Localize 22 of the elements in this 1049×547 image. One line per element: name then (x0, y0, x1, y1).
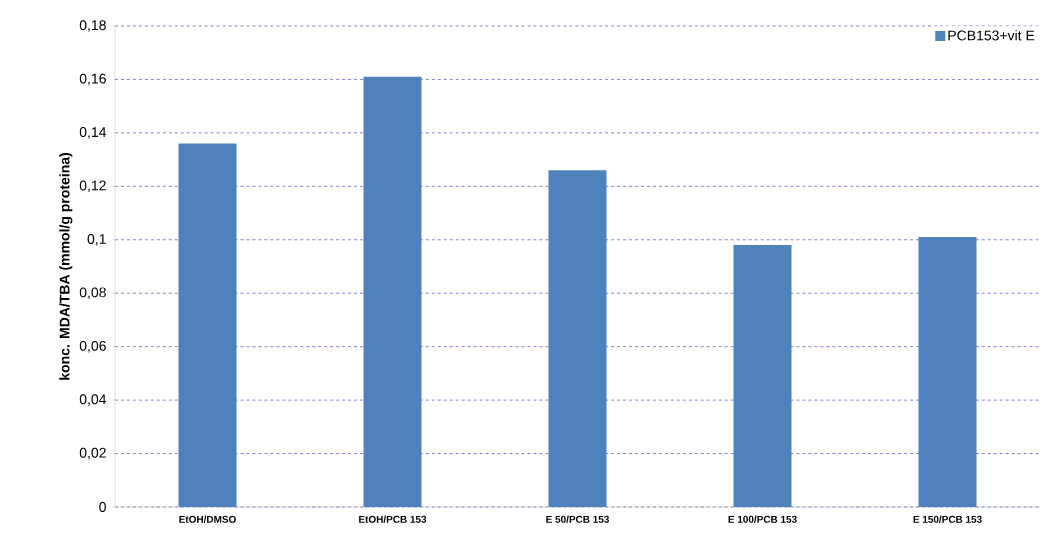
x-tick-label: E 100/PCB 153 (728, 515, 797, 523)
x-tick-label: EtOH/PCB 153 (359, 515, 427, 523)
y-tick-label: 0 (99, 502, 106, 512)
y-tick-label: 0,1 (87, 233, 106, 246)
y-tick-label: 0,12 (79, 180, 106, 193)
bar (363, 76, 422, 507)
bar (918, 237, 977, 507)
y-tick-label: 0,08 (79, 287, 106, 300)
x-tick-label: E 150/PCB 153 (913, 515, 982, 523)
bar (733, 245, 792, 507)
legend-label: PCB153+vit E (948, 30, 1035, 41)
y-axis-title: konc. MDA/TBA (mmol/g proteina) (59, 152, 73, 380)
x-tick-label: E 50/PCB 153 (546, 515, 609, 523)
y-tick-label: 0,16 (79, 73, 106, 86)
bar (178, 143, 237, 507)
y-tick-label: 0,14 (79, 127, 107, 139)
y-tick-label: 0,06 (79, 340, 106, 353)
bar (548, 170, 607, 507)
y-tick-label: 0,02 (79, 447, 106, 460)
y-tick-label: 0,04 (79, 394, 107, 406)
y-tick-label: 0,18 (79, 20, 106, 32)
x-tick-label: EtOH/DMSO (179, 515, 236, 523)
